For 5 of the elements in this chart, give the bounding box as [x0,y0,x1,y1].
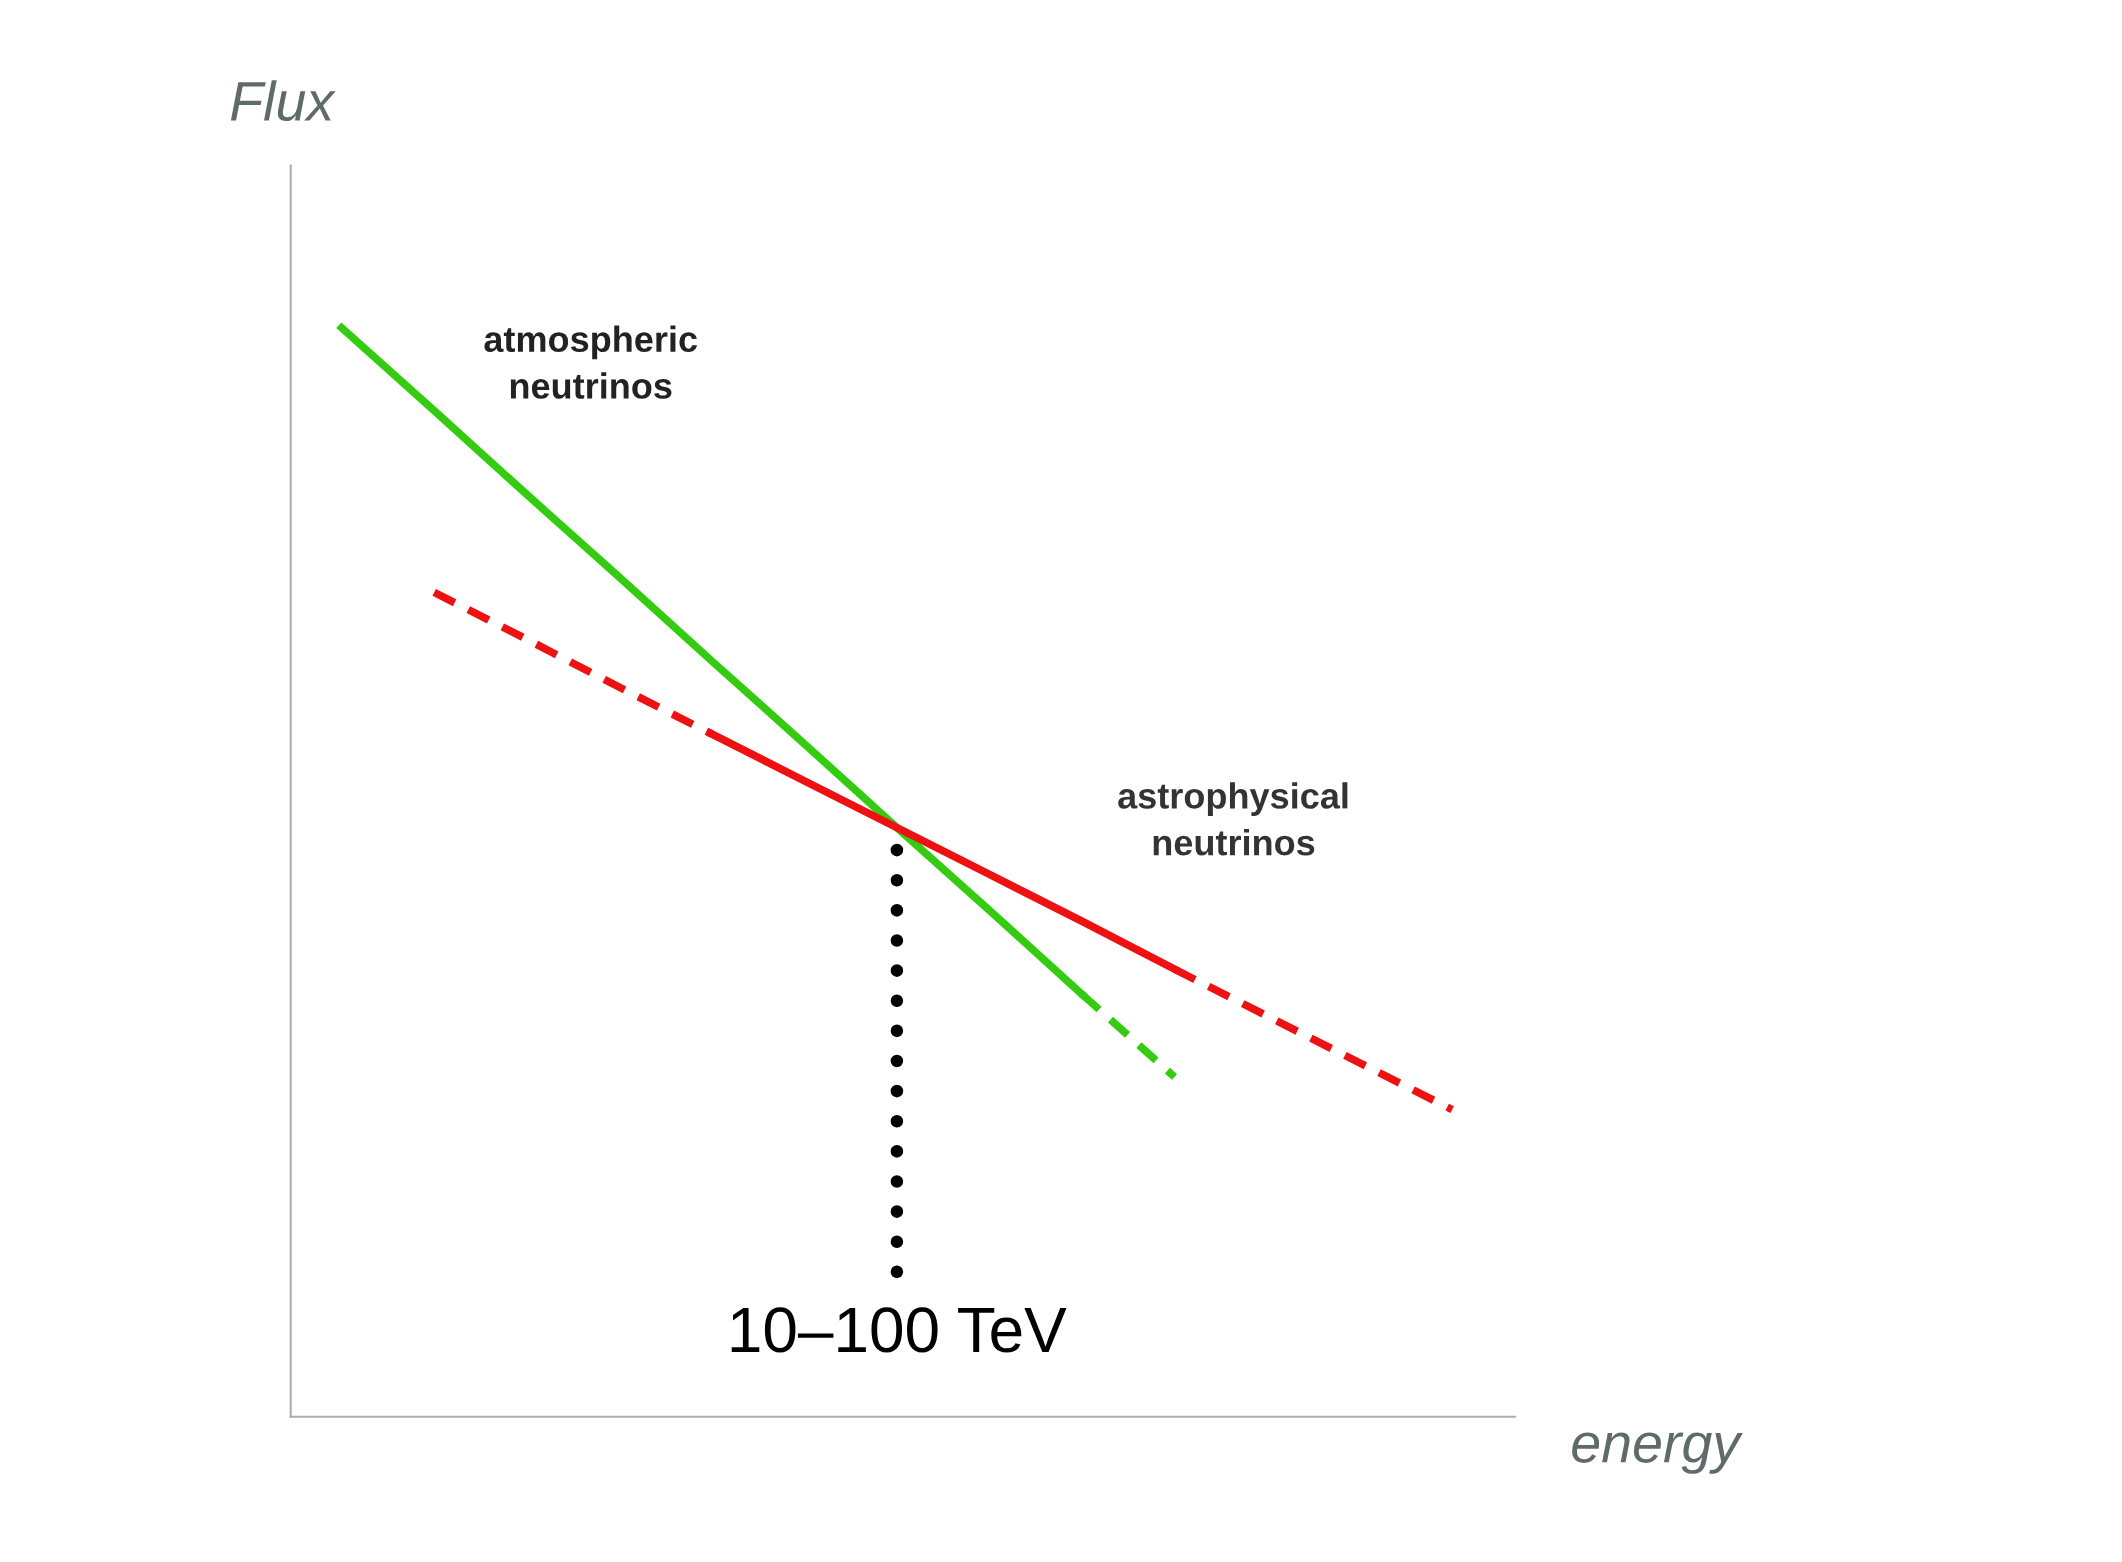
annotation: atmospheric neutrinos [484,325,697,399]
y-axis-title: Flux [230,80,336,122]
annotation: astrophysical neutrinos [1118,782,1348,856]
x-axis-title: energy [1572,1432,1743,1474]
annotation: 10–100 TeV [731,1307,1067,1353]
